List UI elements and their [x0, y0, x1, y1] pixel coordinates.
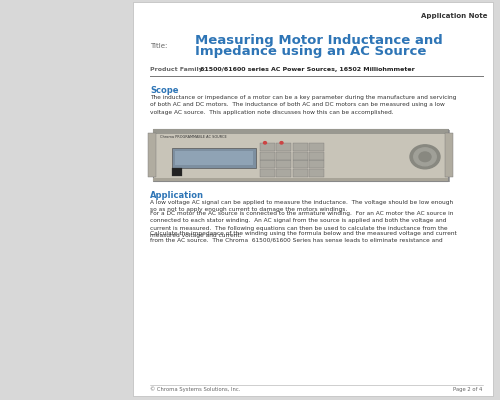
Text: Calculate the impedance of the winding using the formula below and the measured : Calculate the impedance of the winding u…: [150, 231, 457, 243]
Text: Title:: Title:: [150, 43, 168, 49]
Text: Impedance using an AC Source: Impedance using an AC Source: [195, 45, 426, 58]
Text: For a DC motor the AC source is connected to the armature winding.  For an AC mo: For a DC motor the AC source is connecte…: [150, 211, 454, 238]
Text: The inductance or impedance of a motor can be a key parameter during the manufac: The inductance or impedance of a motor c…: [150, 95, 456, 114]
Text: 61500/61600 series AC Power Sources, 16502 Milliohmmeter: 61500/61600 series AC Power Sources, 165…: [200, 67, 415, 72]
Text: Application Note: Application Note: [421, 13, 488, 19]
Text: © Chroma Systems Solutions, Inc.: © Chroma Systems Solutions, Inc.: [150, 387, 240, 392]
Text: A low voltage AC signal can be applied to measure the inductance.  The voltage s: A low voltage AC signal can be applied t…: [150, 200, 453, 212]
Text: Product Family:: Product Family:: [150, 67, 206, 72]
Text: Measuring Motor Inductance and: Measuring Motor Inductance and: [195, 34, 443, 47]
Text: Scope: Scope: [150, 86, 178, 95]
Text: Page 2 of 4: Page 2 of 4: [453, 387, 482, 392]
Text: Chroma PROGRAMMABLE AC SOURCE: Chroma PROGRAMMABLE AC SOURCE: [160, 135, 227, 139]
Text: Application: Application: [150, 191, 204, 200]
